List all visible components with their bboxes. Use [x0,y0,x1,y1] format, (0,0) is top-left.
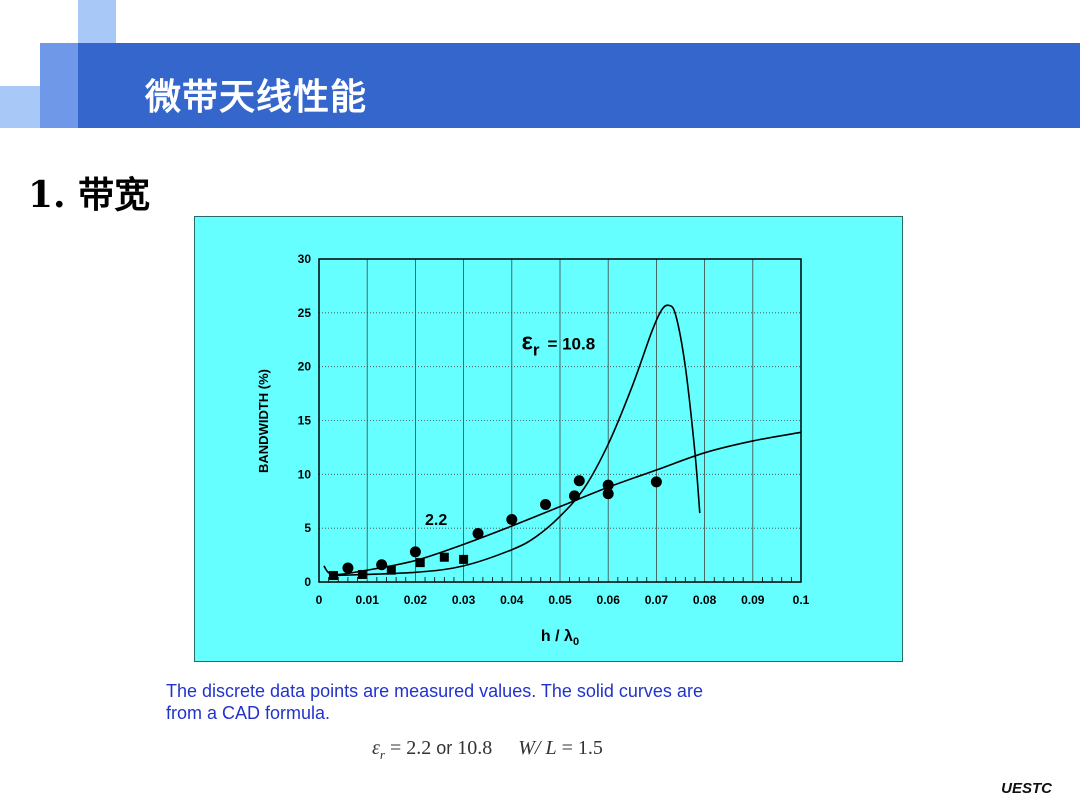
measured-point-square [459,554,469,564]
parameter-line: εr = 2.2 or 10.8 W/ L = 1.5 [372,737,603,763]
measured-point-square [328,571,338,581]
x-tick-label: 0.08 [693,593,717,607]
corner-square-4 [40,86,78,128]
x-tick-label: 0.09 [741,593,765,607]
measured-point-circle [376,559,388,571]
y-tick-label: 20 [298,360,312,374]
epsilon-symbol: ε [372,737,380,759]
section-heading: 1. 带宽 [28,174,151,216]
x-tick-label: 0.02 [404,593,428,607]
measured-point-circle [342,562,354,574]
measured-point-circle [602,488,614,500]
annotation-er-10-8: εr = 10.8 [521,328,595,359]
corner-square-3 [0,86,40,128]
x-tick-label: 0.06 [597,593,621,607]
measured-point-square [439,552,449,562]
x-tick-label: 0.01 [356,593,380,607]
header-bar [78,43,1080,128]
cad-curve-3 [333,304,701,577]
measured-point-square [386,565,396,575]
footer-label: UESTC [1001,780,1052,797]
measured-point-circle [540,498,552,510]
y-tick-label: 25 [298,306,312,320]
plot-frame [318,258,802,583]
measured-point-circle [472,528,484,540]
eq-value-2: 10.8 [452,737,493,759]
measured-point-square [415,558,425,568]
measured-point-circle [573,475,585,487]
measured-point-circle [568,490,580,502]
eq-value-1: = 2.2 [384,737,437,759]
epsilon-sub: r [379,747,385,762]
x-tick-label: 0.07 [645,593,669,607]
corner-square-1 [78,0,116,43]
x-tick-label: 0.1 [793,593,810,607]
caption-line-2: from a CAD formula. [166,703,331,723]
or-word: or [436,738,453,758]
y-tick-label: 15 [298,414,312,428]
eq-value-3: = 1.5 [556,737,603,759]
annotation-er-2-2: 2.2 [425,512,447,529]
measured-point-circle [506,514,518,526]
x-axis-label: h / λ0 [541,628,579,648]
cad-curve-2 [323,431,802,576]
slide-title: 微带天线性能 [145,76,368,118]
measured-point-circle [650,476,662,488]
measured-point-square [357,569,367,579]
caption-line-1: The discrete data points are measured va… [166,681,703,701]
bandwidth-chart: 0 0.01 0.02 0.03 0.04 0.05 0.06 0.07 0.08 0.09 0.1… [256,252,810,648]
y-tick-label: 10 [298,467,312,481]
x-tick-label: 0.04 [500,593,524,607]
figure-panel: 0 0.01 0.02 0.03 0.04 0.05 0.06 0.07 0.08 0.09 0.1… [194,216,903,662]
x-tick-label: 0 [316,593,323,607]
wl-ratio: W/ L [518,737,557,759]
measured-point-circle [409,546,421,558]
y-tick-label: 5 [304,521,311,535]
figure-caption: The discrete data points are measured va… [166,680,866,724]
y-axis-label: BANDWIDTH (%) [256,369,271,473]
x-tick-label: 0.03 [452,593,476,607]
measured-point-circle [602,479,614,491]
y-tick-label: 0 [304,575,311,589]
corner-square-2 [40,43,78,86]
y-tick-label: 30 [298,252,312,266]
x-tick-label: 0.05 [548,593,572,607]
